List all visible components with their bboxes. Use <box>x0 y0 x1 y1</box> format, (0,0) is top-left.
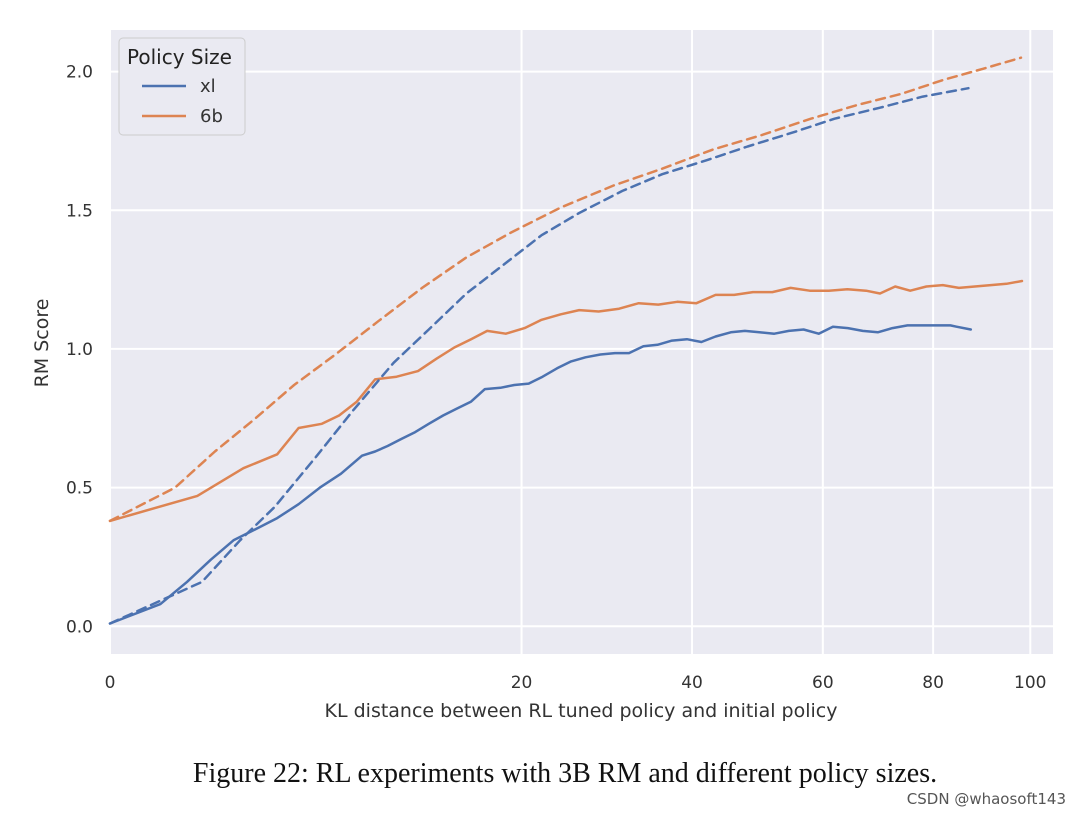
y-tick-label: 0.0 <box>66 617 93 637</box>
x-tick-label: 60 <box>812 673 834 693</box>
x-tick-label: 20 <box>511 673 533 693</box>
x-axis-title: KL distance between RL tuned policy and … <box>325 700 838 722</box>
y-tick-label: 1.0 <box>66 340 93 360</box>
grid <box>109 30 1053 654</box>
x-tick-label: 0 <box>105 673 116 693</box>
legend: Policy Size xl 6b <box>118 37 246 136</box>
legend-label-xl: xl <box>200 76 216 97</box>
x-tick-label: 100 <box>1014 673 1046 693</box>
tick-labels: 0 20 40 60 80 100 0.0 0.5 1.0 1.5 2.0 <box>66 63 1047 693</box>
series-line-unnamed-dashed <box>108 56 1023 523</box>
x-tick-label: 80 <box>922 673 944 693</box>
x-tick-label: 40 <box>681 673 703 693</box>
series-group <box>108 56 1024 625</box>
y-tick-label: 0.5 <box>66 479 93 499</box>
y-tick-label: 1.5 <box>66 201 93 221</box>
figure-caption: Figure 22: RL experiments with 3B RM and… <box>192 758 938 789</box>
y-tick-label: 2.0 <box>66 63 93 83</box>
series-line-xl-solid <box>108 324 973 625</box>
chart: 0 20 40 60 80 100 0.0 0.5 1.0 1.5 2.0 KL distance … <box>31 30 1053 722</box>
plot-area <box>110 30 1053 654</box>
y-axis-title: RM Score <box>31 299 53 388</box>
watermark: CSDN @whaosoft143 <box>906 790 1066 808</box>
legend-title: Policy Size <box>127 45 232 69</box>
legend-label-6b: 6b <box>200 106 223 127</box>
series-line-unnamed-dashed <box>108 86 970 625</box>
series-line-6b-solid <box>108 279 1024 523</box>
